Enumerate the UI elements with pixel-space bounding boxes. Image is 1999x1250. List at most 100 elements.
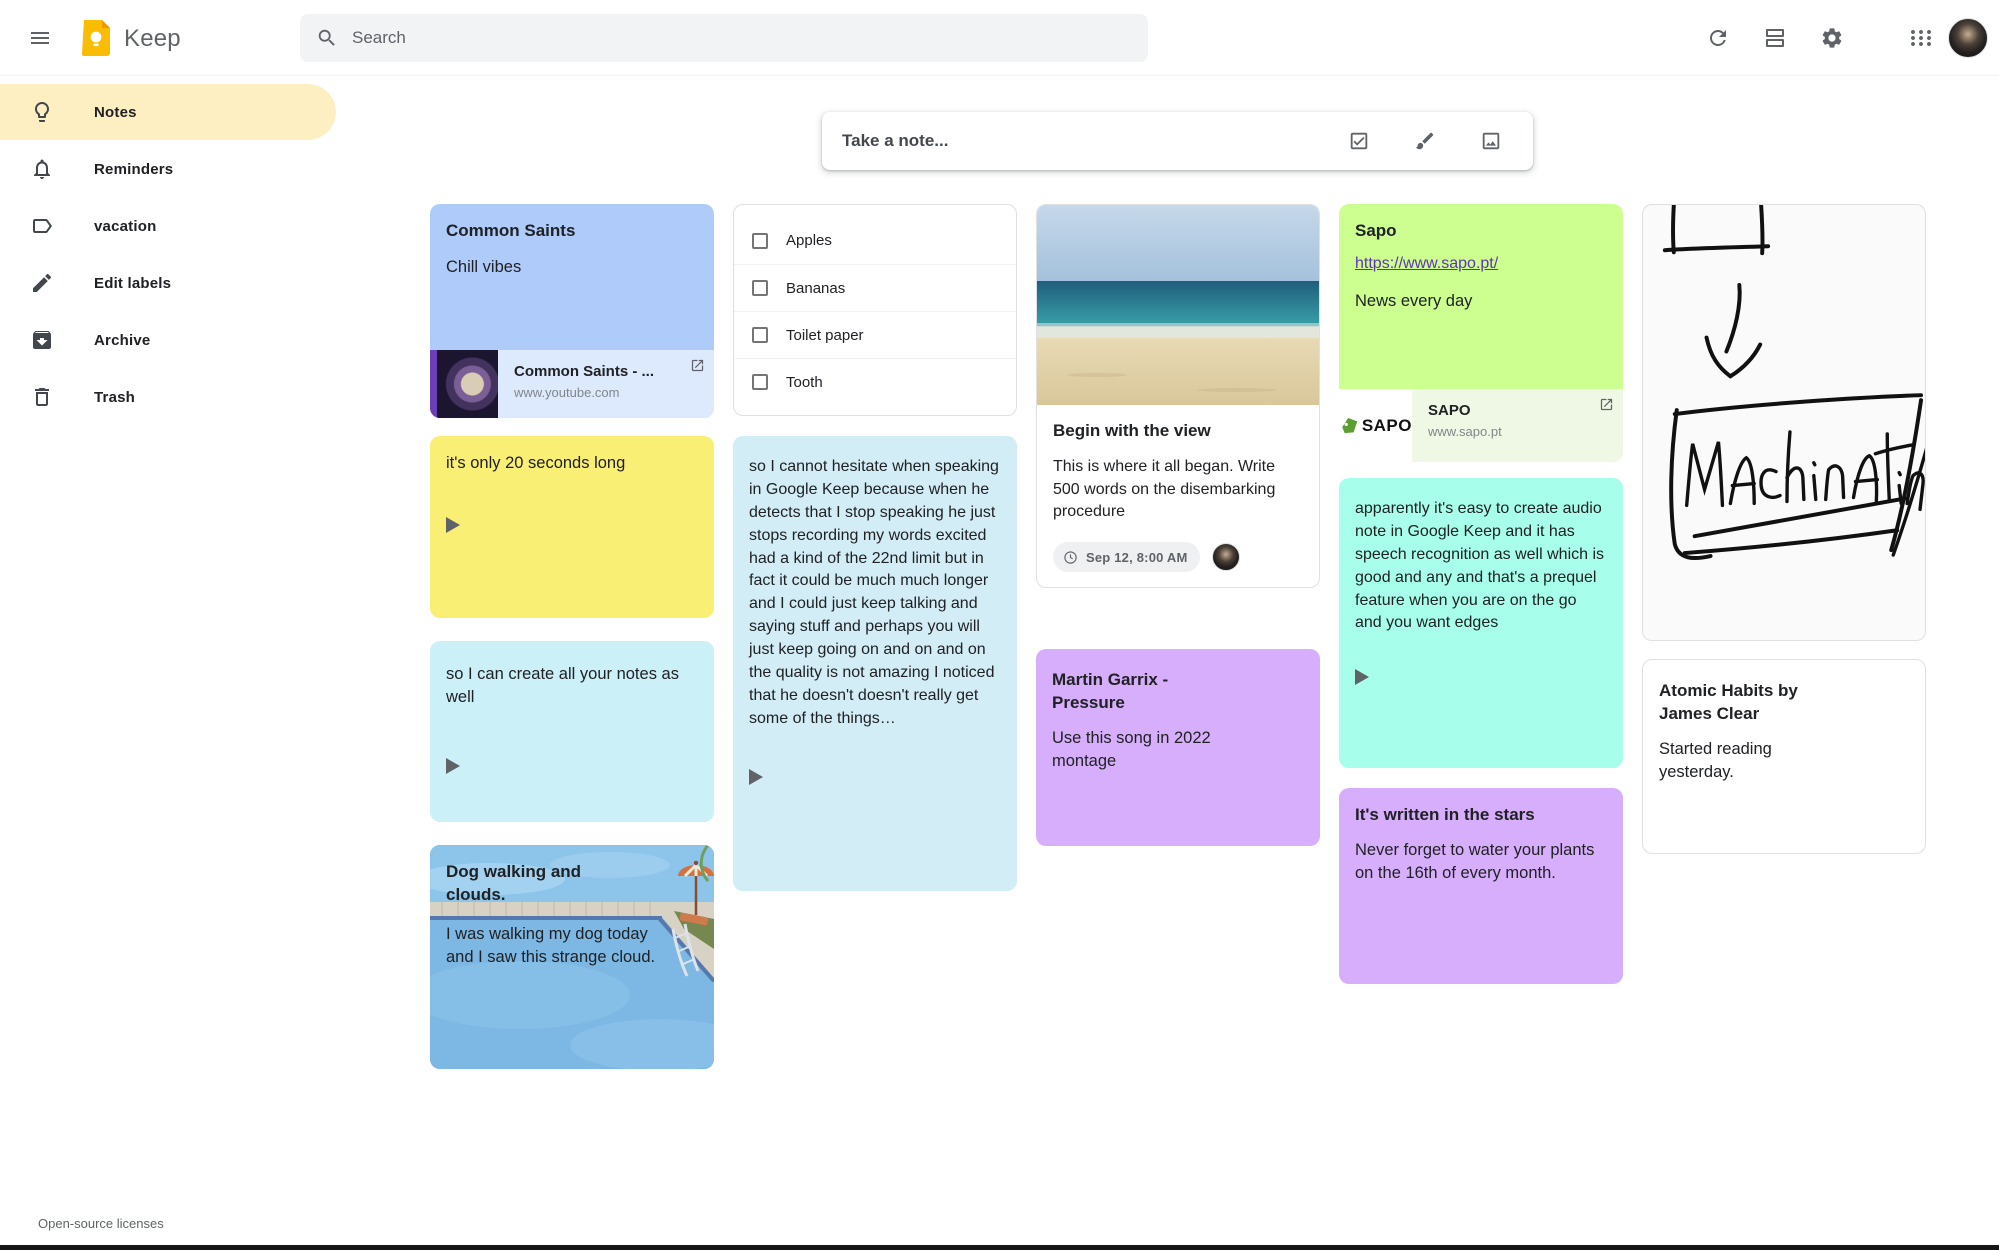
youtube-link-preview[interactable]: Common Saints - ... www.youtube.com	[430, 350, 714, 418]
open-source-licenses-link[interactable]: Open-source licenses	[38, 1216, 164, 1231]
checklist-item: Tooth	[734, 358, 1016, 405]
note-title: It's written in the stars	[1355, 805, 1535, 824]
note-title: Martin Garrix - Pressure	[1052, 670, 1169, 712]
note-atomic-habits[interactable]: Atomic Habits by James Clear Started rea…	[1642, 659, 1926, 854]
reminder-datetime: Sep 12, 8:00 AM	[1086, 549, 1188, 565]
note-link[interactable]: https://www.sapo.pt/	[1355, 254, 1499, 272]
open-in-new-icon[interactable]	[1599, 397, 1614, 412]
open-in-new-icon[interactable]	[690, 358, 705, 373]
settings-gear-icon[interactable]	[1808, 14, 1856, 62]
note-title: Sapo	[1355, 221, 1397, 240]
reminder-chip[interactable]: Sep 12, 8:00 AM	[1053, 542, 1200, 573]
checklist-item: Toilet paper	[734, 311, 1016, 358]
checklist-item: Bananas	[734, 264, 1016, 311]
window-bottom-edge	[0, 1245, 1999, 1250]
search-icon[interactable]	[316, 27, 338, 49]
sidebar-item-edit-labels[interactable]: Edit labels	[0, 255, 336, 311]
audio-play-icon[interactable]	[749, 768, 763, 785]
sapo-logo-thumbnail: SAPO	[1339, 389, 1412, 462]
collaborator-avatar[interactable]	[1211, 543, 1240, 572]
label-tag-icon	[30, 214, 54, 238]
note-title: Common Saints	[446, 221, 576, 240]
note-body: apparently it's easy to create audio not…	[1355, 500, 1605, 632]
archive-icon	[30, 328, 54, 352]
audio-play-icon[interactable]	[1355, 669, 1369, 686]
header: Keep	[0, 0, 1999, 76]
note-dictation[interactable]: so I cannot hesitate when speaking in Go…	[733, 436, 1017, 891]
sidebar-item-trash[interactable]: Trash	[0, 369, 336, 425]
note-title: Begin with the view	[1053, 421, 1211, 440]
note-body: so I cannot hesitate when speaking in Go…	[749, 458, 999, 727]
note-body: it's only 20 seconds long	[446, 454, 626, 472]
pencil-icon	[30, 271, 54, 295]
take-a-note-composer[interactable]: Take a note...	[822, 112, 1533, 170]
note-body: Use this song in 2022 montage	[1052, 728, 1211, 771]
note-dog-walking[interactable]: Dog walking and clouds. I was walking my…	[430, 845, 714, 1069]
keep-logo	[82, 20, 110, 56]
audio-play-icon[interactable]	[446, 517, 460, 534]
checkbox-unchecked-icon[interactable]	[752, 327, 768, 343]
link-domain: www.sapo.pt	[1428, 424, 1502, 439]
composer-placeholder[interactable]: Take a note...	[842, 131, 949, 150]
checkbox-unchecked-icon[interactable]	[752, 232, 768, 249]
link-title: SAPO	[1428, 402, 1471, 419]
clock-icon	[1064, 550, 1077, 564]
checkbox-unchecked-icon[interactable]	[752, 280, 768, 296]
link-title: Common Saints - ...	[514, 363, 655, 380]
note-grocery-checklist[interactable]: Apples Bananas Toilet paper Tooth	[733, 204, 1017, 416]
pool-illustration	[430, 845, 714, 1069]
note-written-in-stars[interactable]: It's written in the stars Never forget t…	[1339, 788, 1623, 984]
sidebar-item-label: Archive	[94, 331, 151, 349]
note-body: This is where it all began. Write 500 wo…	[1053, 457, 1276, 521]
bell-icon	[30, 157, 54, 181]
app-title: Keep	[124, 25, 181, 52]
note-body: Started reading yesterday.	[1659, 739, 1772, 782]
sidebar-item-reminders[interactable]: Reminders	[0, 141, 336, 197]
hamburger-menu-icon[interactable]	[16, 14, 64, 62]
sidebar-item-label: Trash	[94, 388, 136, 406]
checkbox-unchecked-icon[interactable]	[752, 374, 768, 390]
sidebar-item-label: Edit labels	[94, 274, 172, 292]
hand-drawn-sketch	[1662, 205, 1925, 560]
refresh-icon[interactable]	[1694, 14, 1742, 62]
youtube-thumbnail	[430, 350, 498, 418]
sidebar-item-notes[interactable]: Notes	[0, 84, 336, 140]
checklist-item: Apples	[734, 217, 1016, 264]
apps-grid-icon[interactable]	[1897, 14, 1945, 62]
beach-photo	[1037, 205, 1319, 405]
sapo-link-preview[interactable]: SAPO SAPO www.sapo.pt	[1339, 389, 1623, 462]
note-body: News every day	[1355, 291, 1473, 310]
new-drawing-brush-icon[interactable]	[1401, 117, 1449, 165]
note-begin-with-the-view[interactable]: Begin with the view This is where it all…	[1036, 204, 1320, 588]
note-drawing-machination[interactable]	[1642, 204, 1926, 641]
lightbulb-icon	[30, 100, 54, 124]
note-martin-garrix[interactable]: Martin Garrix - Pressure Use this song i…	[1036, 649, 1320, 846]
search-input[interactable]	[352, 28, 1148, 48]
note-sapo[interactable]: Sapo https://www.sapo.pt/ News every day…	[1339, 204, 1623, 462]
sidebar-item-label: Notes	[94, 103, 137, 121]
note-audio-create[interactable]: so I can create all your notes as well	[430, 641, 714, 822]
sidebar-item-archive[interactable]: Archive	[0, 312, 336, 368]
checklist-item-label: Bananas	[786, 279, 846, 297]
search-bar[interactable]	[300, 14, 1148, 62]
new-checklist-icon[interactable]	[1335, 117, 1383, 165]
account-avatar[interactable]	[1948, 18, 1988, 58]
sapo-tag-icon	[1342, 417, 1358, 433]
note-audio-short[interactable]: it's only 20 seconds long	[430, 436, 714, 618]
note-body: so I can create all your notes as well	[446, 665, 679, 707]
checklist-item-label: Tooth	[786, 373, 823, 391]
note-title: Atomic Habits by James Clear	[1659, 681, 1798, 723]
note-audio-speech[interactable]: apparently it's easy to create audio not…	[1339, 478, 1623, 768]
trash-icon	[30, 385, 54, 409]
list-view-icon[interactable]	[1751, 14, 1799, 62]
new-image-icon[interactable]	[1467, 117, 1515, 165]
sidebar-item-label: Reminders	[94, 160, 174, 178]
audio-play-icon[interactable]	[446, 757, 460, 774]
note-common-saints[interactable]: Common Saints Chill vibes Common Saints …	[430, 204, 714, 418]
sidebar-item-vacation[interactable]: vacation	[0, 198, 336, 254]
link-domain: www.youtube.com	[514, 385, 620, 400]
note-body: I was walking my dog today and I saw thi…	[446, 924, 656, 967]
checklist-item-label: Toilet paper	[786, 326, 864, 344]
note-body: Never forget to water your plants on the…	[1355, 840, 1595, 883]
